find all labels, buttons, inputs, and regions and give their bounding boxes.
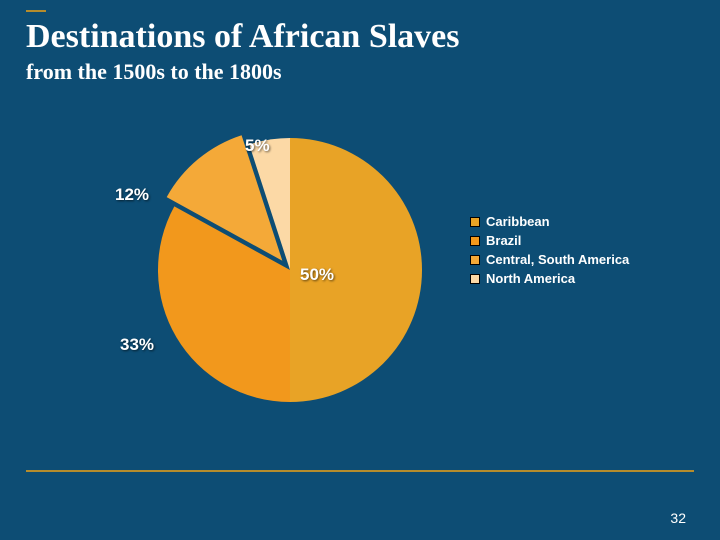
slide: Destinations of African Slaves from the … <box>0 0 720 540</box>
legend-swatch-2 <box>470 255 480 265</box>
legend-swatch-3 <box>470 274 480 284</box>
pie-svg <box>150 130 430 410</box>
page-number: 32 <box>670 510 686 526</box>
legend-label-1: Brazil <box>486 233 521 248</box>
pct-label-1: 33% <box>120 335 154 355</box>
legend-item-0: Caribbean <box>470 214 629 229</box>
legend-swatch-0 <box>470 217 480 227</box>
rule-bottom <box>26 470 694 472</box>
legend: Caribbean Brazil Central, South America Nor… <box>470 210 629 290</box>
slide-subtitle: from the 1500s to the 1800s <box>26 59 694 85</box>
legend-label-3: North America <box>486 271 575 286</box>
pct-label-0: 50% <box>300 265 334 285</box>
pct-label-3: 5% <box>245 136 270 156</box>
legend-item-3: North America <box>470 271 629 286</box>
legend-item-1: Brazil <box>470 233 629 248</box>
title-rule-top <box>26 10 46 12</box>
legend-label-2: Central, South America <box>486 252 629 267</box>
legend-label-0: Caribbean <box>486 214 550 229</box>
legend-item-2: Central, South America <box>470 252 629 267</box>
slide-title: Destinations of African Slaves <box>26 18 694 55</box>
pct-label-2: 12% <box>115 185 149 205</box>
legend-swatch-1 <box>470 236 480 246</box>
title-block: Destinations of African Slaves from the … <box>26 10 694 85</box>
pie-chart <box>150 130 430 410</box>
